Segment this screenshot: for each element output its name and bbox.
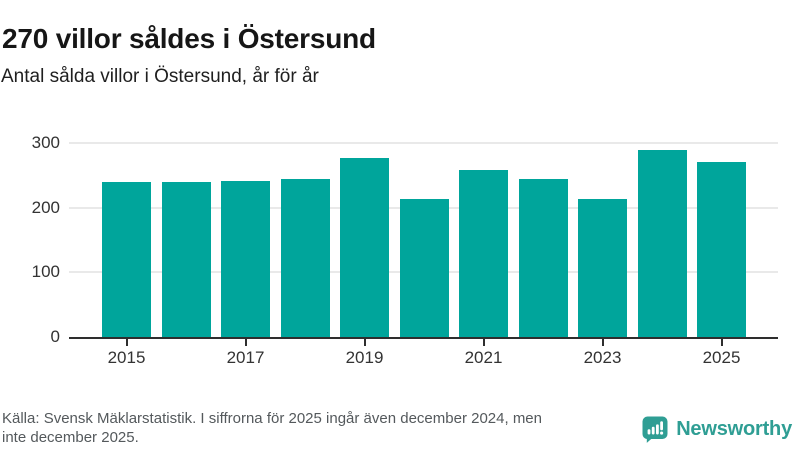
page-subtitle: Antal sålda villor i Östersund, år för å…: [1, 66, 319, 87]
x-axis-label-2017: 2017: [226, 348, 265, 367]
x-axis-label-2021: 2021: [464, 348, 503, 367]
bar-2017: [221, 180, 270, 337]
x-axis-tick-2025: [720, 339, 723, 346]
bar-2022: [518, 178, 568, 337]
newsworthy-logo[interactable]: Newsworthy: [641, 414, 792, 444]
y-axis-label-200: 200: [31, 197, 60, 217]
bar-2020: [399, 198, 449, 337]
y-axis-label-100: 100: [31, 262, 60, 282]
bar-2018: [280, 178, 330, 337]
bar-2015: [102, 181, 151, 337]
page-title: 270 villor såldes i Östersund: [2, 22, 376, 54]
gridline-300: [69, 142, 778, 144]
bar-2016: [161, 181, 211, 337]
x-axis-label-2015: 2015: [107, 348, 146, 367]
newsworthy-logo-icon: [642, 416, 668, 443]
x-axis-tick-2023: [601, 339, 604, 346]
y-axis-label-300: 300: [31, 133, 60, 152]
x-axis-tick-2017: [244, 339, 247, 346]
x-axis-tick-2015: [125, 339, 128, 346]
newsworthy-logo-text: Newsworthy: [676, 417, 792, 440]
x-axis-label-2019: 2019: [345, 348, 384, 367]
bar-2024: [637, 150, 687, 337]
x-axis-tick-2019: [363, 339, 366, 346]
bar-2025: [697, 162, 746, 337]
x-axis-label-2023: 2023: [583, 348, 622, 367]
source-note: Källa: Svensk Mäklarstatistik. I siffror…: [2, 409, 642, 447]
bar-2023: [578, 198, 627, 337]
y-axis-label-0: 0: [50, 327, 60, 346]
bar-2021: [459, 170, 508, 337]
bar-2019: [340, 157, 389, 337]
x-axis-tick-2021: [482, 339, 485, 346]
plot-area: [69, 142, 778, 346]
x-axis-label-2025: 2025: [702, 348, 741, 367]
source-note-line2: inte december 2025.: [2, 429, 139, 446]
source-note-line1: Källa: Svensk Mäklarstatistik. I siffror…: [2, 410, 542, 427]
